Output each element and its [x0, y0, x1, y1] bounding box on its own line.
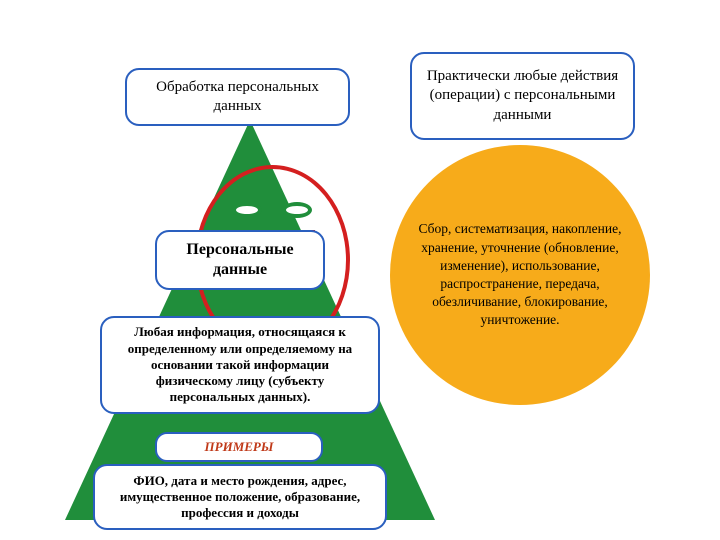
processing-box: Обработка персональных данных: [125, 68, 350, 126]
personal-data-title-box: Персональные данные: [155, 230, 325, 290]
examples-label-box: ПРИМЕРЫ: [155, 432, 323, 462]
face-eye-right: [282, 202, 312, 218]
operations-circle-text: Сбор, систематизация, накопление, хранен…: [412, 220, 628, 329]
definition-box-text: Любая информация, относящаяся к определе…: [116, 324, 364, 405]
definition-box: Любая информация, относящаяся к определе…: [100, 316, 380, 414]
examples-label-text: ПРИМЕРЫ: [205, 439, 274, 455]
personal-data-title-text: Персональные данные: [171, 240, 309, 280]
face-eye-left: [232, 202, 262, 218]
examples-box: ФИО, дата и место рождения, адрес, имуще…: [93, 464, 387, 530]
operations-circle: Сбор, систематизация, накопление, хранен…: [390, 145, 650, 405]
actions-box: Практически любые действия (операции) с …: [410, 52, 635, 140]
actions-box-text: Практически любые действия (операции) с …: [426, 67, 619, 126]
processing-box-text: Обработка персональных данных: [141, 78, 334, 117]
examples-box-text: ФИО, дата и место рождения, адрес, имуще…: [109, 473, 371, 522]
